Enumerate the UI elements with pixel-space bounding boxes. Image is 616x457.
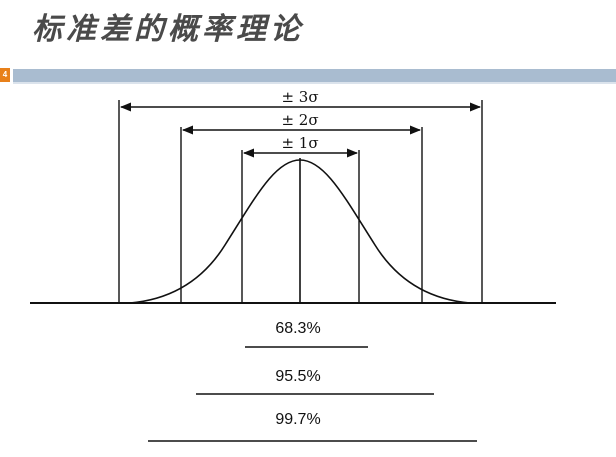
title-bar-shadow: [13, 82, 616, 84]
percent-99-label: 99.7%: [275, 411, 320, 428]
slide-title: 标准差的概率理论: [32, 12, 304, 47]
percent-95-label: 95.5%: [275, 368, 320, 385]
plus-minus-1-sigma-label: ± 1σ: [281, 134, 318, 152]
title-bar: [13, 69, 616, 82]
page-number: 4: [0, 68, 10, 82]
plus-minus-2-sigma-label: ± 2σ: [281, 111, 318, 129]
bell-curve: [129, 159, 471, 304]
plus-minus-3-sigma-label: ± 3σ: [281, 88, 318, 106]
percent-68-label: 68.3%: [275, 320, 320, 337]
